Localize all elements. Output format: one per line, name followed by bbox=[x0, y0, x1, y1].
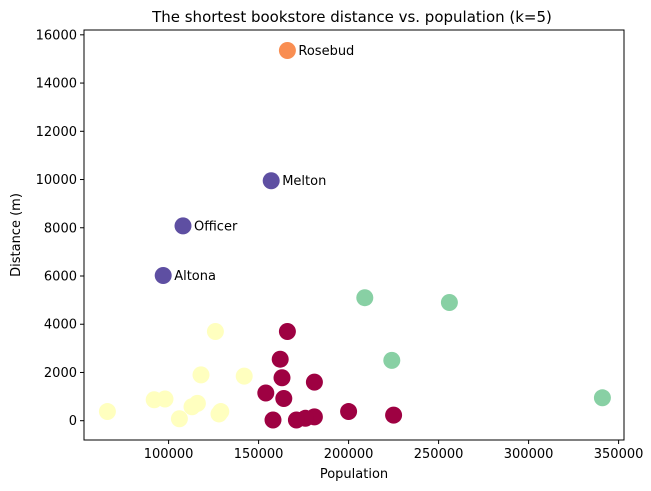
x-tick-label: 300000 bbox=[504, 447, 554, 462]
point-labels-layer: Rosebud Melton Officer Altona bbox=[174, 44, 354, 284]
y-tick-label: 4000 bbox=[44, 318, 77, 333]
scatter-point bbox=[385, 406, 403, 424]
points-layer bbox=[98, 42, 611, 429]
scatter-point bbox=[98, 403, 116, 421]
x-tick-label: 100000 bbox=[144, 447, 194, 462]
y-tick-label: 14000 bbox=[36, 77, 77, 92]
y-tick-label: 0 bbox=[69, 414, 77, 429]
x-tick-label: 250000 bbox=[414, 447, 464, 462]
scatter-point bbox=[154, 267, 172, 285]
scatter-point bbox=[271, 350, 289, 368]
scatter-point bbox=[262, 172, 280, 190]
scatter-point bbox=[257, 384, 275, 402]
scatter-point bbox=[174, 217, 192, 235]
axes-layer: 100000 150000 200000 250000 300000 350000 0 200… bbox=[36, 28, 644, 462]
y-axis-label: Distance (m) bbox=[9, 193, 24, 277]
y-tick-label: 2000 bbox=[44, 366, 77, 381]
scatter-point bbox=[593, 389, 611, 407]
scatter-point bbox=[287, 411, 305, 429]
scatter-point bbox=[278, 42, 296, 59]
point-label: Altona bbox=[174, 269, 216, 284]
y-tick-label: 8000 bbox=[44, 221, 77, 236]
scatter-point bbox=[183, 398, 201, 416]
y-tick-label: 12000 bbox=[36, 125, 77, 140]
scatter-point bbox=[156, 390, 174, 408]
scatter-point bbox=[273, 369, 291, 387]
scatter-point bbox=[170, 410, 188, 428]
scatter-point bbox=[383, 351, 401, 369]
chart-title: The shortest bookstore distance vs. popu… bbox=[151, 8, 552, 26]
y-tick-label: 6000 bbox=[44, 270, 77, 285]
scatter-point bbox=[192, 366, 210, 384]
scatter-point bbox=[264, 411, 282, 429]
scatter-point bbox=[356, 289, 374, 307]
scatter-point bbox=[235, 367, 253, 385]
point-label: Melton bbox=[282, 174, 326, 189]
y-tick-label: 10000 bbox=[36, 173, 77, 188]
x-tick-label: 200000 bbox=[324, 447, 374, 462]
y-tick-label: 16000 bbox=[36, 28, 77, 43]
scatter-point bbox=[305, 373, 323, 391]
point-label: Officer bbox=[194, 219, 238, 234]
x-axis-label: Population bbox=[320, 467, 388, 482]
x-tick-label: 350000 bbox=[594, 447, 644, 462]
scatter-point bbox=[440, 294, 458, 312]
point-label: Rosebud bbox=[298, 44, 354, 59]
x-tick-label: 150000 bbox=[234, 447, 284, 462]
scatter-point bbox=[206, 322, 224, 340]
scatter-point bbox=[340, 403, 358, 421]
scatter-point bbox=[275, 390, 293, 408]
scatter-point bbox=[278, 322, 296, 340]
plot-frame bbox=[83, 29, 625, 441]
scatter-point bbox=[210, 405, 228, 423]
